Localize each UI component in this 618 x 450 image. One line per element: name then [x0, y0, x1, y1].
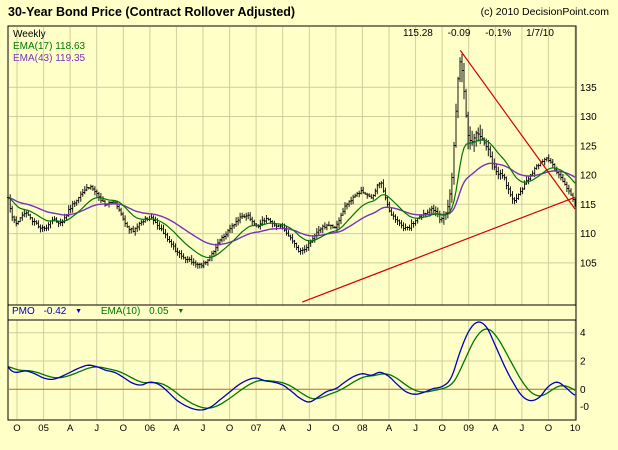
ema43-legend: EMA(43) 119.35: [13, 53, 86, 64]
svg-text:4: 4: [580, 328, 586, 339]
svg-text:135: 135: [580, 83, 597, 94]
svg-text:A: A: [492, 423, 499, 434]
svg-text:07: 07: [251, 423, 262, 434]
pmo-ema-down-arrow-icon: ▼: [177, 308, 185, 315]
svg-text:J: J: [519, 423, 524, 434]
timeframe-label: Weekly: [13, 29, 46, 40]
pmo-down-arrow-icon: ▼: [75, 308, 83, 315]
svg-text:J: J: [413, 423, 418, 434]
svg-text:09: 09: [463, 423, 474, 434]
ema17-legend: EMA(17) 118.63: [13, 41, 86, 52]
svg-text:A: A: [67, 423, 74, 434]
svg-text:2: 2: [580, 357, 586, 368]
svg-text:A: A: [173, 423, 180, 434]
pmo-legend: PMO -0.42 ▼ EMA(10) 0.05 ▼: [12, 306, 190, 317]
copyright-label: (c) 2010 DecisionPoint.com: [480, 6, 609, 18]
svg-text:A: A: [280, 423, 287, 434]
svg-text:O: O: [332, 423, 339, 434]
svg-text:08: 08: [357, 423, 368, 434]
svg-text:125: 125: [580, 141, 597, 152]
svg-text:-0: -0: [580, 402, 589, 413]
svg-text:O: O: [226, 423, 233, 434]
pmo-value: -0.42: [43, 306, 67, 317]
svg-text:O: O: [120, 423, 127, 434]
svg-text:A: A: [386, 423, 393, 434]
svg-text:0: 0: [580, 385, 586, 396]
svg-text:06: 06: [145, 423, 156, 434]
svg-text:10: 10: [570, 423, 581, 434]
quote-last-price: 115.28: [403, 28, 433, 39]
quote-change-pct: -0.1%: [485, 28, 512, 39]
svg-text:05: 05: [38, 423, 49, 434]
pmo-ema-name-label: EMA(10): [100, 306, 141, 317]
page-title: 30-Year Bond Price (Contract Rollover Ad…: [8, 5, 296, 19]
quote-change: -0.09: [447, 28, 471, 39]
svg-text:O: O: [545, 423, 552, 434]
svg-text:O: O: [13, 423, 20, 434]
svg-text:J: J: [94, 423, 99, 434]
svg-text:J: J: [307, 423, 312, 434]
svg-text:J: J: [201, 423, 206, 434]
svg-text:115: 115: [580, 200, 596, 211]
svg-text:110: 110: [580, 229, 596, 240]
svg-text:O: O: [438, 423, 445, 434]
svg-text:120: 120: [580, 171, 597, 182]
pmo-name-label: PMO: [12, 306, 35, 317]
pmo-ema-value: 0.05: [149, 306, 169, 317]
quote-date: 1/7/10: [526, 28, 554, 39]
last-quote-annotation: 115.28 -0.09 -0.1% 1/7/10: [403, 28, 566, 39]
svg-text:105: 105: [580, 258, 597, 269]
svg-text:130: 130: [580, 112, 597, 123]
